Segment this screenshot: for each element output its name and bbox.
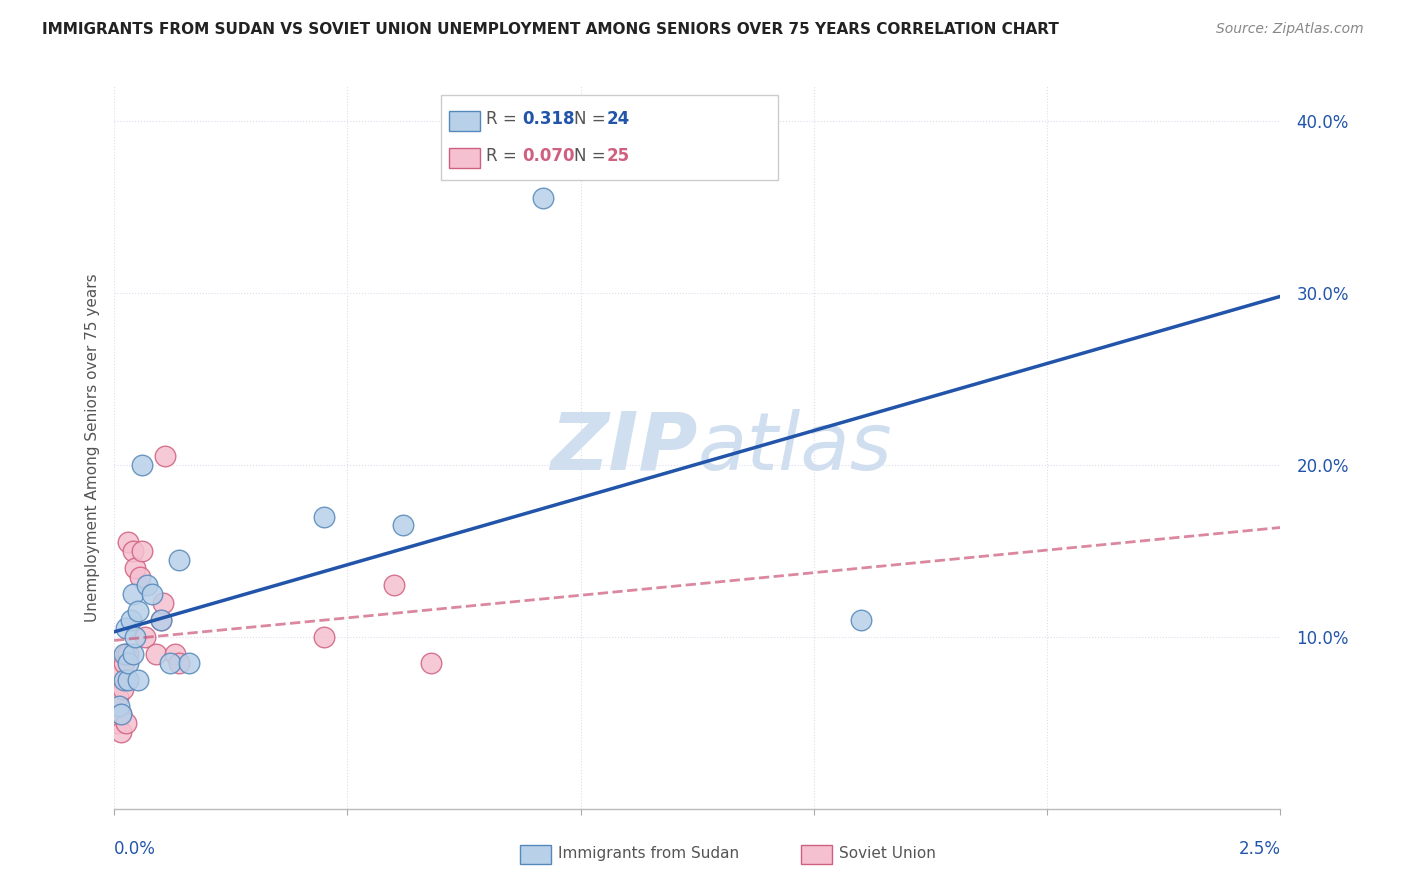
Point (117, 656, 139, 670)
Point (124, 561, 146, 575)
Text: N =: N = (574, 147, 612, 165)
Point (169, 552, 191, 566)
Text: Immigrants from Sudan: Immigrants from Sudan (558, 847, 740, 861)
Point (420, 656, 443, 670)
Text: R =: R = (485, 110, 522, 128)
Point (392, 518, 415, 533)
Text: 24: 24 (606, 110, 630, 128)
Text: 0.318: 0.318 (522, 110, 575, 128)
Point (115, 716, 138, 731)
Point (531, 191, 554, 205)
Point (131, 544, 153, 558)
Text: 25: 25 (606, 147, 630, 165)
Point (117, 647, 139, 661)
Text: atlas: atlas (697, 409, 891, 487)
Point (314, 509, 336, 524)
Point (382, 578, 405, 592)
Y-axis label: Unemployment Among Seniors over 75 years: Unemployment Among Seniors over 75 years (86, 273, 100, 622)
Point (124, 630, 146, 644)
Text: Source: ZipAtlas.com: Source: ZipAtlas.com (1216, 22, 1364, 37)
Point (121, 544, 143, 558)
Point (159, 656, 181, 670)
Point (177, 656, 200, 670)
Point (112, 656, 135, 670)
Point (155, 450, 177, 464)
Point (134, 630, 156, 644)
Point (112, 647, 135, 661)
Point (314, 630, 336, 644)
Point (108, 665, 131, 679)
Point (110, 707, 132, 722)
Point (115, 647, 138, 661)
Point (152, 595, 174, 609)
Point (105, 716, 128, 731)
Text: N =: N = (574, 110, 612, 128)
Text: 2.5%: 2.5% (1239, 840, 1281, 858)
Point (163, 647, 186, 661)
Point (127, 673, 149, 687)
Point (141, 587, 163, 601)
Point (115, 621, 138, 635)
Point (149, 613, 172, 627)
Point (121, 587, 143, 601)
Text: 0.070: 0.070 (522, 147, 575, 165)
Text: 0.0%: 0.0% (114, 840, 156, 858)
Point (107, 690, 129, 705)
Point (117, 535, 139, 549)
Point (110, 724, 132, 739)
Text: ZIP: ZIP (550, 409, 697, 487)
Point (108, 698, 131, 713)
Point (121, 647, 143, 661)
Text: R =: R = (485, 147, 522, 165)
Point (169, 656, 191, 670)
Point (120, 613, 142, 627)
Point (849, 613, 872, 627)
Point (131, 458, 153, 472)
Point (145, 647, 167, 661)
Point (128, 570, 150, 584)
Point (127, 604, 149, 618)
Point (112, 673, 135, 687)
Point (110, 707, 132, 722)
Text: IMMIGRANTS FROM SUDAN VS SOVIET UNION UNEMPLOYMENT AMONG SENIORS OVER 75 YEARS C: IMMIGRANTS FROM SUDAN VS SOVIET UNION UN… (42, 22, 1059, 37)
Text: Soviet Union: Soviet Union (839, 847, 936, 861)
Point (149, 613, 172, 627)
Point (135, 578, 157, 592)
Point (117, 673, 139, 687)
Point (111, 681, 134, 696)
